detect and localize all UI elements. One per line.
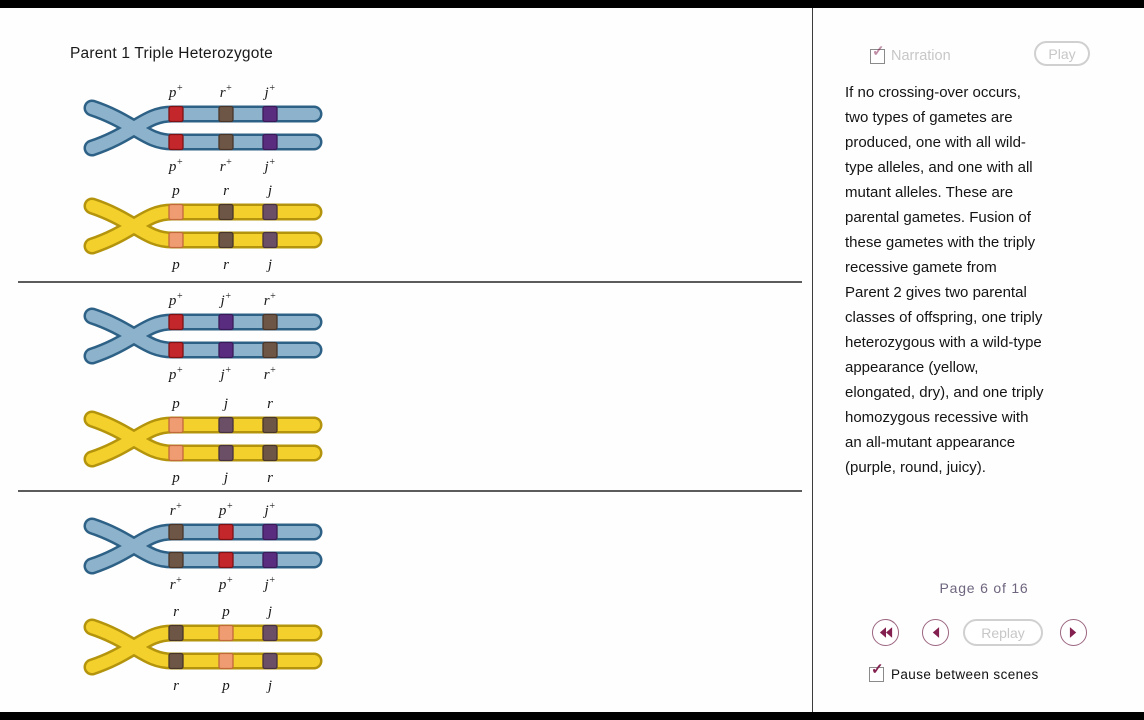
separator-line	[18, 490, 802, 492]
narration-row: ✓ Narration	[870, 44, 951, 64]
svg-text:p+: p+	[168, 291, 183, 309]
yellow-chromosome: r r p p j j	[78, 599, 328, 700]
svg-text:j+: j+	[263, 501, 276, 519]
separator-line	[18, 281, 802, 283]
svg-text:p+: p+	[168, 157, 183, 175]
svg-text:p: p	[221, 678, 230, 694]
panel-divider	[812, 8, 813, 712]
svg-text:j+: j+	[219, 291, 232, 309]
svg-text:j+: j+	[263, 83, 276, 101]
svg-text:r+: r+	[264, 365, 277, 383]
blue-chromosome-graphic: p+ p+ r+ r+ j+ j+	[83, 83, 323, 175]
svg-text:r+: r+	[220, 83, 233, 101]
svg-text:p: p	[221, 604, 230, 620]
svg-text:p+: p+	[168, 365, 183, 383]
yellow-chromosome: p p r r j j	[78, 178, 328, 279]
narration-checkbox[interactable]: ✓	[870, 44, 885, 64]
blue-chromosome: p+ p+ r+ r+ j+ j+	[78, 80, 328, 181]
next-page-button[interactable]	[1060, 619, 1087, 646]
page-indicator: Page 6 of 16	[939, 580, 1029, 596]
previous-page-button[interactable]	[922, 619, 949, 646]
svg-text:p: p	[171, 396, 180, 412]
svg-text:j+: j+	[219, 365, 232, 383]
next-icon	[1069, 627, 1077, 638]
blue-chromosome: p+ p+ j+ j+ r+ r+	[78, 288, 328, 389]
yellow-chromosome-graphic: p p r r j j	[83, 183, 323, 273]
svg-text:j: j	[222, 396, 228, 412]
diagram-title: Parent 1 Triple Heterozygote	[70, 45, 273, 62]
narration-panel: ✓ Narration Play If no crossing-over occ…	[812, 8, 1144, 712]
svg-text:r: r	[173, 604, 179, 620]
applet-screen: Parent 1 Triple Heterozygote p+ p+ r+ r+ j+ j…	[0, 8, 1144, 712]
svg-text:p: p	[171, 257, 180, 273]
svg-text:r: r	[223, 257, 229, 273]
svg-text:r: r	[267, 470, 273, 486]
svg-text:r+: r+	[170, 501, 183, 519]
svg-text:r: r	[173, 678, 179, 694]
svg-text:p+: p+	[218, 501, 233, 519]
svg-text:r+: r+	[170, 575, 183, 593]
play-button[interactable]: Play	[1034, 41, 1090, 66]
svg-text:j: j	[266, 678, 272, 694]
svg-text:p: p	[171, 470, 180, 486]
svg-text:r+: r+	[220, 157, 233, 175]
svg-text:p: p	[171, 183, 180, 199]
svg-text:j: j	[266, 183, 272, 199]
svg-text:j+: j+	[263, 157, 276, 175]
svg-text:j: j	[266, 257, 272, 273]
rewind-icon	[879, 627, 892, 638]
narration-label: Narration	[891, 48, 951, 64]
svg-text:j: j	[222, 470, 228, 486]
yellow-chromosome: p p j j r r	[78, 391, 328, 492]
pause-row: ✓ Pause between scenes	[869, 662, 1039, 682]
blue-chromosome-graphic: r+ r+ p+ p+ j+ j+	[83, 501, 323, 593]
pause-label: Pause between scenes	[891, 667, 1039, 682]
svg-text:r: r	[223, 183, 229, 199]
svg-text:r+: r+	[264, 291, 277, 309]
svg-text:p+: p+	[168, 83, 183, 101]
first-page-button[interactable]	[872, 619, 899, 646]
svg-text:r: r	[267, 396, 273, 412]
svg-text:j+: j+	[263, 575, 276, 593]
checkmark-icon: ✓	[871, 661, 884, 678]
yellow-chromosome-graphic: p p j j r r	[83, 396, 323, 486]
previous-icon	[932, 627, 940, 638]
blue-chromosome-graphic: p+ p+ j+ j+ r+ r+	[83, 291, 323, 383]
svg-text:j: j	[266, 604, 272, 620]
checkmark-icon: ✓	[872, 42, 885, 60]
svg-text:p+: p+	[218, 575, 233, 593]
pause-checkbox[interactable]: ✓	[869, 662, 884, 682]
blue-chromosome: r+ r+ p+ p+ j+ j+	[78, 498, 328, 599]
narration-text: If no crossing-over occurs, two types of…	[845, 84, 1044, 476]
yellow-chromosome-graphic: r r p p j j	[83, 604, 323, 694]
replay-button[interactable]: Replay	[963, 619, 1043, 646]
